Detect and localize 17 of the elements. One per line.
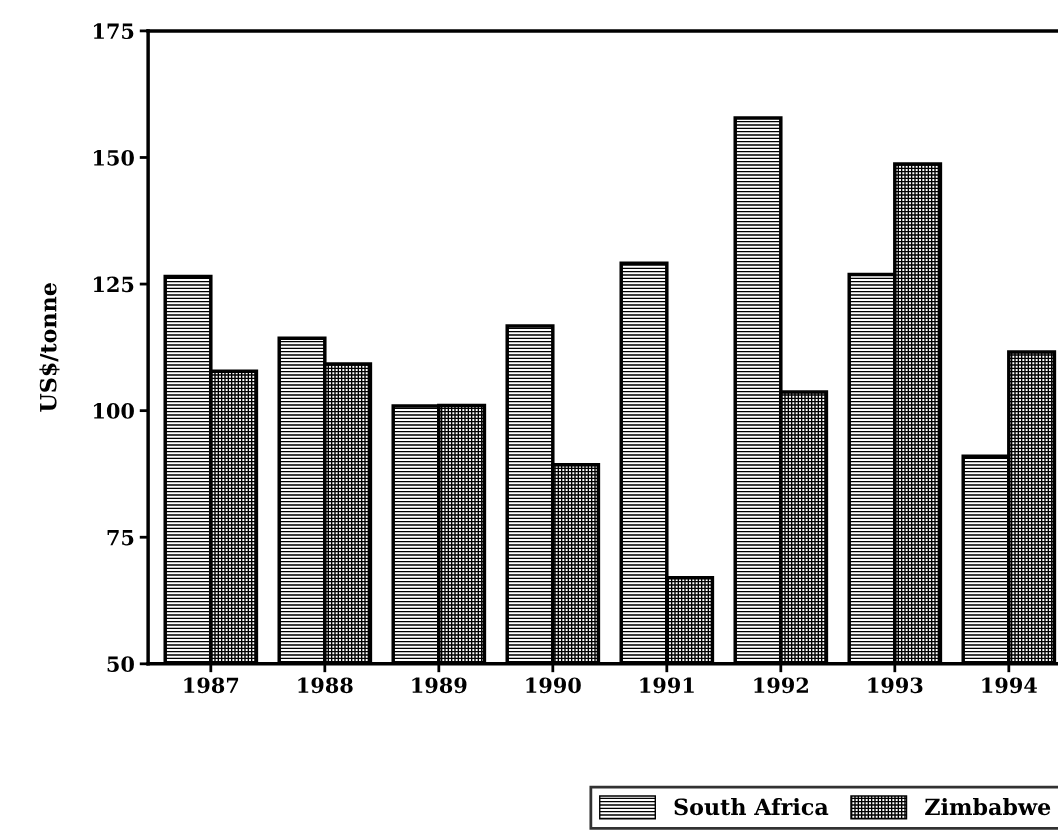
y-tick-label: 175 [93,23,134,40]
y-tick-label: 125 [93,276,134,293]
legend-label: South Africa [674,797,829,816]
legend-label: Zimbabwe [925,797,1051,816]
x-tick-label: 1990 [526,677,581,694]
y-axis-title: US$/tonne [39,283,60,412]
y-tick-label: 50 [107,656,134,673]
x-tick-label: 1988 [298,677,353,694]
y-tick-label: 75 [107,529,134,546]
x-tick-label: 1992 [754,677,808,694]
x-tick-label: 1989 [412,677,467,694]
x-tick-label: 1993 [868,677,923,694]
x-tick-label: 1994 [982,677,1037,694]
y-tick-label: 100 [93,403,134,419]
y-tick-label: 150 [93,149,134,166]
x-tick-label: 1991 [640,677,694,694]
x-tick-label: 1987 [184,677,239,694]
